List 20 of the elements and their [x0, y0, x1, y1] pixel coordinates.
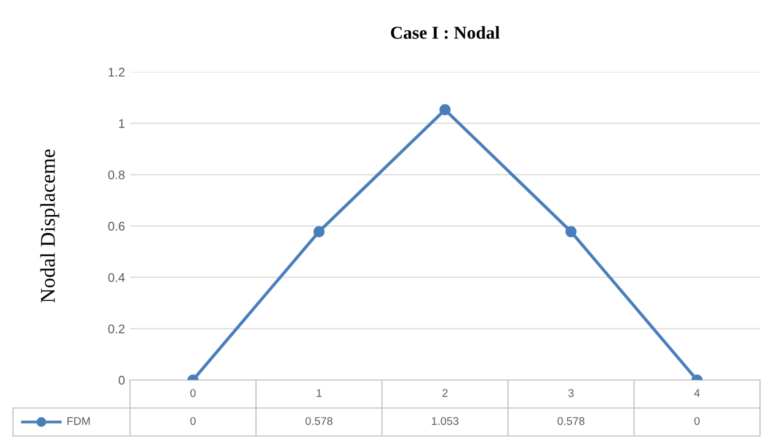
- data-label: 0: [190, 417, 196, 425]
- x-tick-label: 2: [442, 389, 448, 397]
- data-label: 0.578: [306, 417, 332, 425]
- data-label: 0.578: [558, 417, 584, 425]
- x-tick-label: 0: [190, 389, 196, 397]
- data-label: 1.053: [432, 417, 458, 425]
- y-tick-label: 0: [118, 376, 125, 385]
- y-tick-label: 0.6: [108, 222, 125, 231]
- y-tick-label: 0.2: [108, 324, 125, 334]
- x-tick-label: 1: [316, 389, 322, 397]
- data-label: 0: [694, 417, 700, 425]
- x-tick-label: 4: [694, 389, 700, 397]
- y-axis-title: Nodal Displaceme: [40, 149, 60, 303]
- chart-title: Case I : Nodal: [390, 26, 500, 39]
- y-tick-label: 0.8: [108, 170, 125, 180]
- y-tick-label: 1.2: [108, 68, 125, 77]
- y-tick-label: 1: [119, 119, 125, 128]
- legend-label: FDM: [67, 417, 90, 425]
- y-tick-label: 0.4: [108, 273, 125, 282]
- x-tick-label: 3: [568, 389, 574, 397]
